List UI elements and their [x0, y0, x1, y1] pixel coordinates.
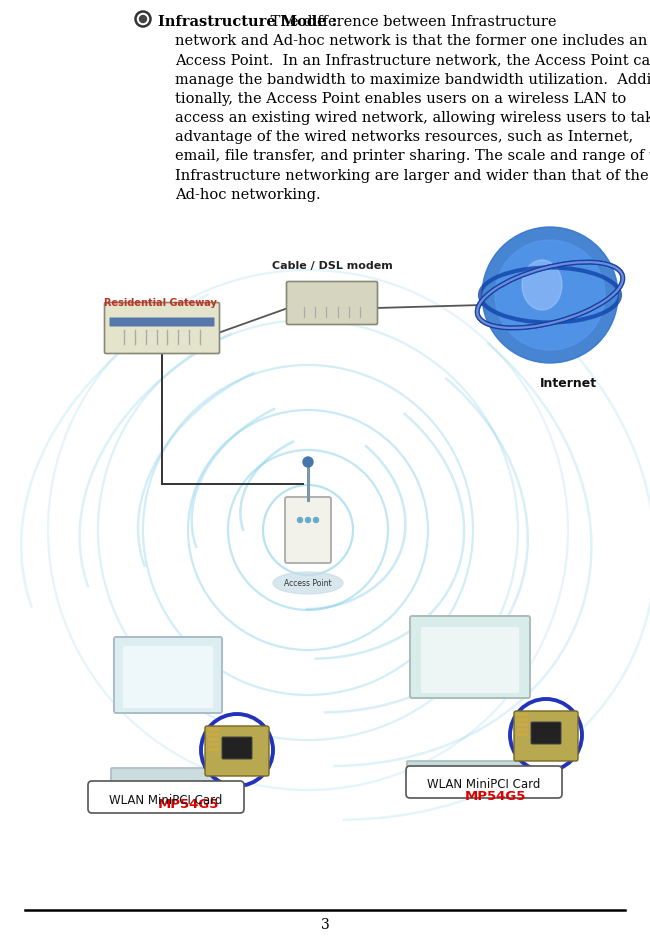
Circle shape — [140, 15, 146, 23]
Text: 3: 3 — [320, 918, 330, 932]
Circle shape — [482, 227, 618, 363]
Text: advantage of the wired networks resources, such as Internet,: advantage of the wired networks resource… — [175, 131, 633, 144]
Text: Cable / DSL modem: Cable / DSL modem — [272, 261, 393, 271]
Text: Residential Gateway: Residential Gateway — [103, 298, 216, 308]
Text: manage the bandwidth to maximize bandwidth utilization.  Addi-: manage the bandwidth to maximize bandwid… — [175, 72, 650, 86]
FancyBboxPatch shape — [514, 711, 578, 761]
FancyBboxPatch shape — [123, 646, 213, 708]
FancyBboxPatch shape — [287, 281, 378, 324]
Text: WLAN MiniPCI Card: WLAN MiniPCI Card — [109, 793, 223, 807]
FancyBboxPatch shape — [105, 303, 220, 353]
Circle shape — [306, 518, 311, 523]
Text: Infrastructure networking are larger and wider than that of the: Infrastructure networking are larger and… — [175, 168, 649, 182]
FancyBboxPatch shape — [531, 722, 561, 744]
Text: MP54G5: MP54G5 — [158, 798, 220, 811]
Text: Internet: Internet — [540, 377, 597, 390]
Text: Access Point.  In an Infrastructure network, the Access Point can: Access Point. In an Infrastructure netwo… — [175, 54, 650, 68]
Ellipse shape — [522, 260, 562, 310]
Circle shape — [495, 240, 605, 350]
FancyBboxPatch shape — [410, 616, 530, 698]
Text: Infrastructure Mode :: Infrastructure Mode : — [158, 15, 337, 29]
Text: The difference between Infrastructure: The difference between Infrastructure — [266, 15, 556, 29]
Text: WLAN MiniPCI Card: WLAN MiniPCI Card — [427, 778, 541, 791]
Circle shape — [313, 518, 318, 523]
FancyBboxPatch shape — [285, 497, 331, 563]
FancyBboxPatch shape — [114, 637, 222, 713]
Text: network and Ad-hoc network is that the former one includes an: network and Ad-hoc network is that the f… — [175, 34, 647, 48]
FancyBboxPatch shape — [88, 781, 244, 813]
Circle shape — [201, 714, 273, 786]
FancyBboxPatch shape — [205, 726, 269, 776]
Text: access an existing wired network, allowing wireless users to take: access an existing wired network, allowi… — [175, 111, 650, 125]
Ellipse shape — [273, 572, 343, 594]
Text: email, file transfer, and printer sharing. The scale and range of the: email, file transfer, and printer sharin… — [175, 149, 650, 164]
FancyBboxPatch shape — [109, 318, 214, 326]
Text: MP54G5: MP54G5 — [465, 790, 526, 803]
FancyBboxPatch shape — [407, 761, 533, 779]
Text: Ad-hoc networking.: Ad-hoc networking. — [175, 188, 320, 202]
Text: tionally, the Access Point enables users on a wireless LAN to: tionally, the Access Point enables users… — [175, 92, 626, 106]
FancyBboxPatch shape — [406, 766, 562, 798]
FancyBboxPatch shape — [222, 737, 252, 759]
Circle shape — [298, 518, 302, 523]
Circle shape — [303, 457, 313, 467]
Circle shape — [510, 699, 582, 771]
Text: Access Point: Access Point — [284, 578, 332, 588]
FancyBboxPatch shape — [421, 627, 519, 693]
FancyBboxPatch shape — [111, 768, 225, 786]
